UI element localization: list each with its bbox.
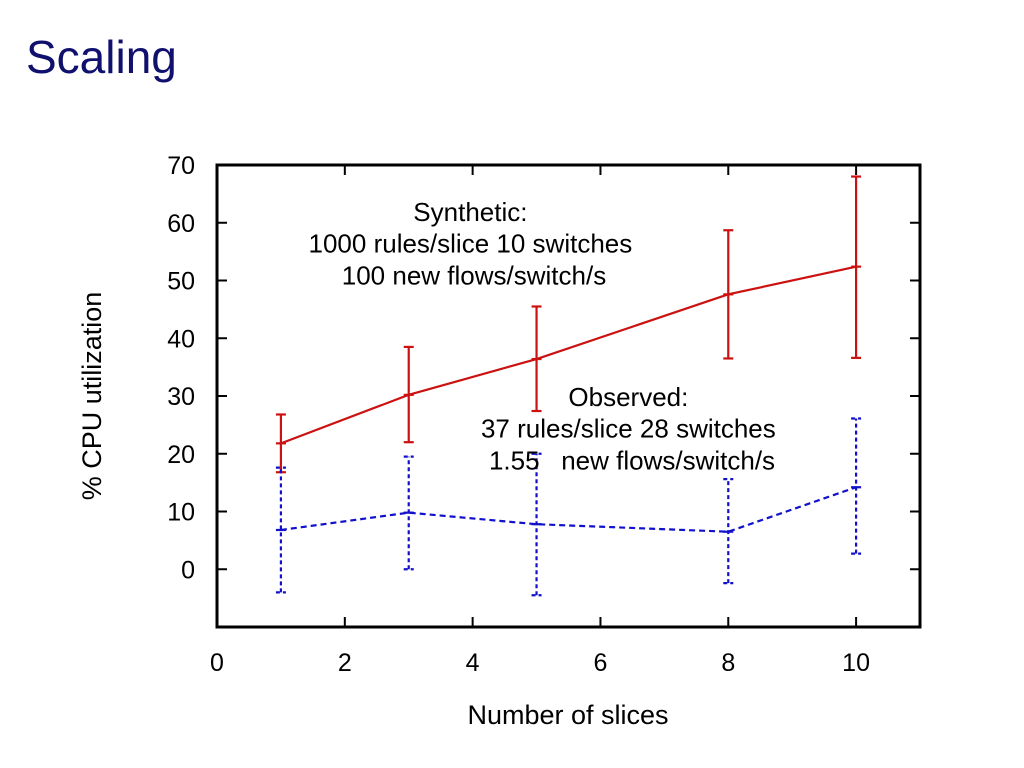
y-tick-label: 30 [167,383,195,411]
y-axis-title: % CPU utilization [77,292,107,501]
y-tick-label: 0 [181,556,195,584]
y-tick-label: 50 [167,268,195,296]
annotation-observed: Observed: 37 rules/slice 28 switches 1.5… [481,382,783,475]
annotation-synthetic-line-1: Synthetic: [413,197,527,227]
x-tick-label: 10 [842,649,870,677]
y-tick-label: 10 [167,499,195,527]
y-tick-label: 60 [167,210,195,238]
slide-title: Scaling [26,31,177,83]
annotation-observed-line-1: Observed: [568,382,688,412]
annotation-synthetic: Synthetic: 1000 rules/slice 10 switches … [309,197,640,290]
y-tick-label: 70 [167,152,195,180]
x-axis-title: Number of slices [467,700,668,730]
x-tick-label: 8 [721,649,735,677]
series-2-line [280,486,857,533]
annotation-observed-line-3: 1.55 new flows/switch/s [489,445,775,475]
annotation-observed-line-2: 37 rules/slice 28 switches [481,414,776,444]
x-tick-label: 4 [466,649,480,677]
x-tick-label: 0 [210,649,224,677]
y-tick-label: 20 [167,441,195,469]
annotation-synthetic-line-3: 100 new flows/switch/s [342,260,606,290]
x-tick-label: 2 [338,649,352,677]
y-tick-label: 40 [167,325,195,353]
x-tick-label: 6 [594,649,608,677]
annotation-synthetic-line-2: 1000 rules/slice 10 switches [309,229,633,259]
